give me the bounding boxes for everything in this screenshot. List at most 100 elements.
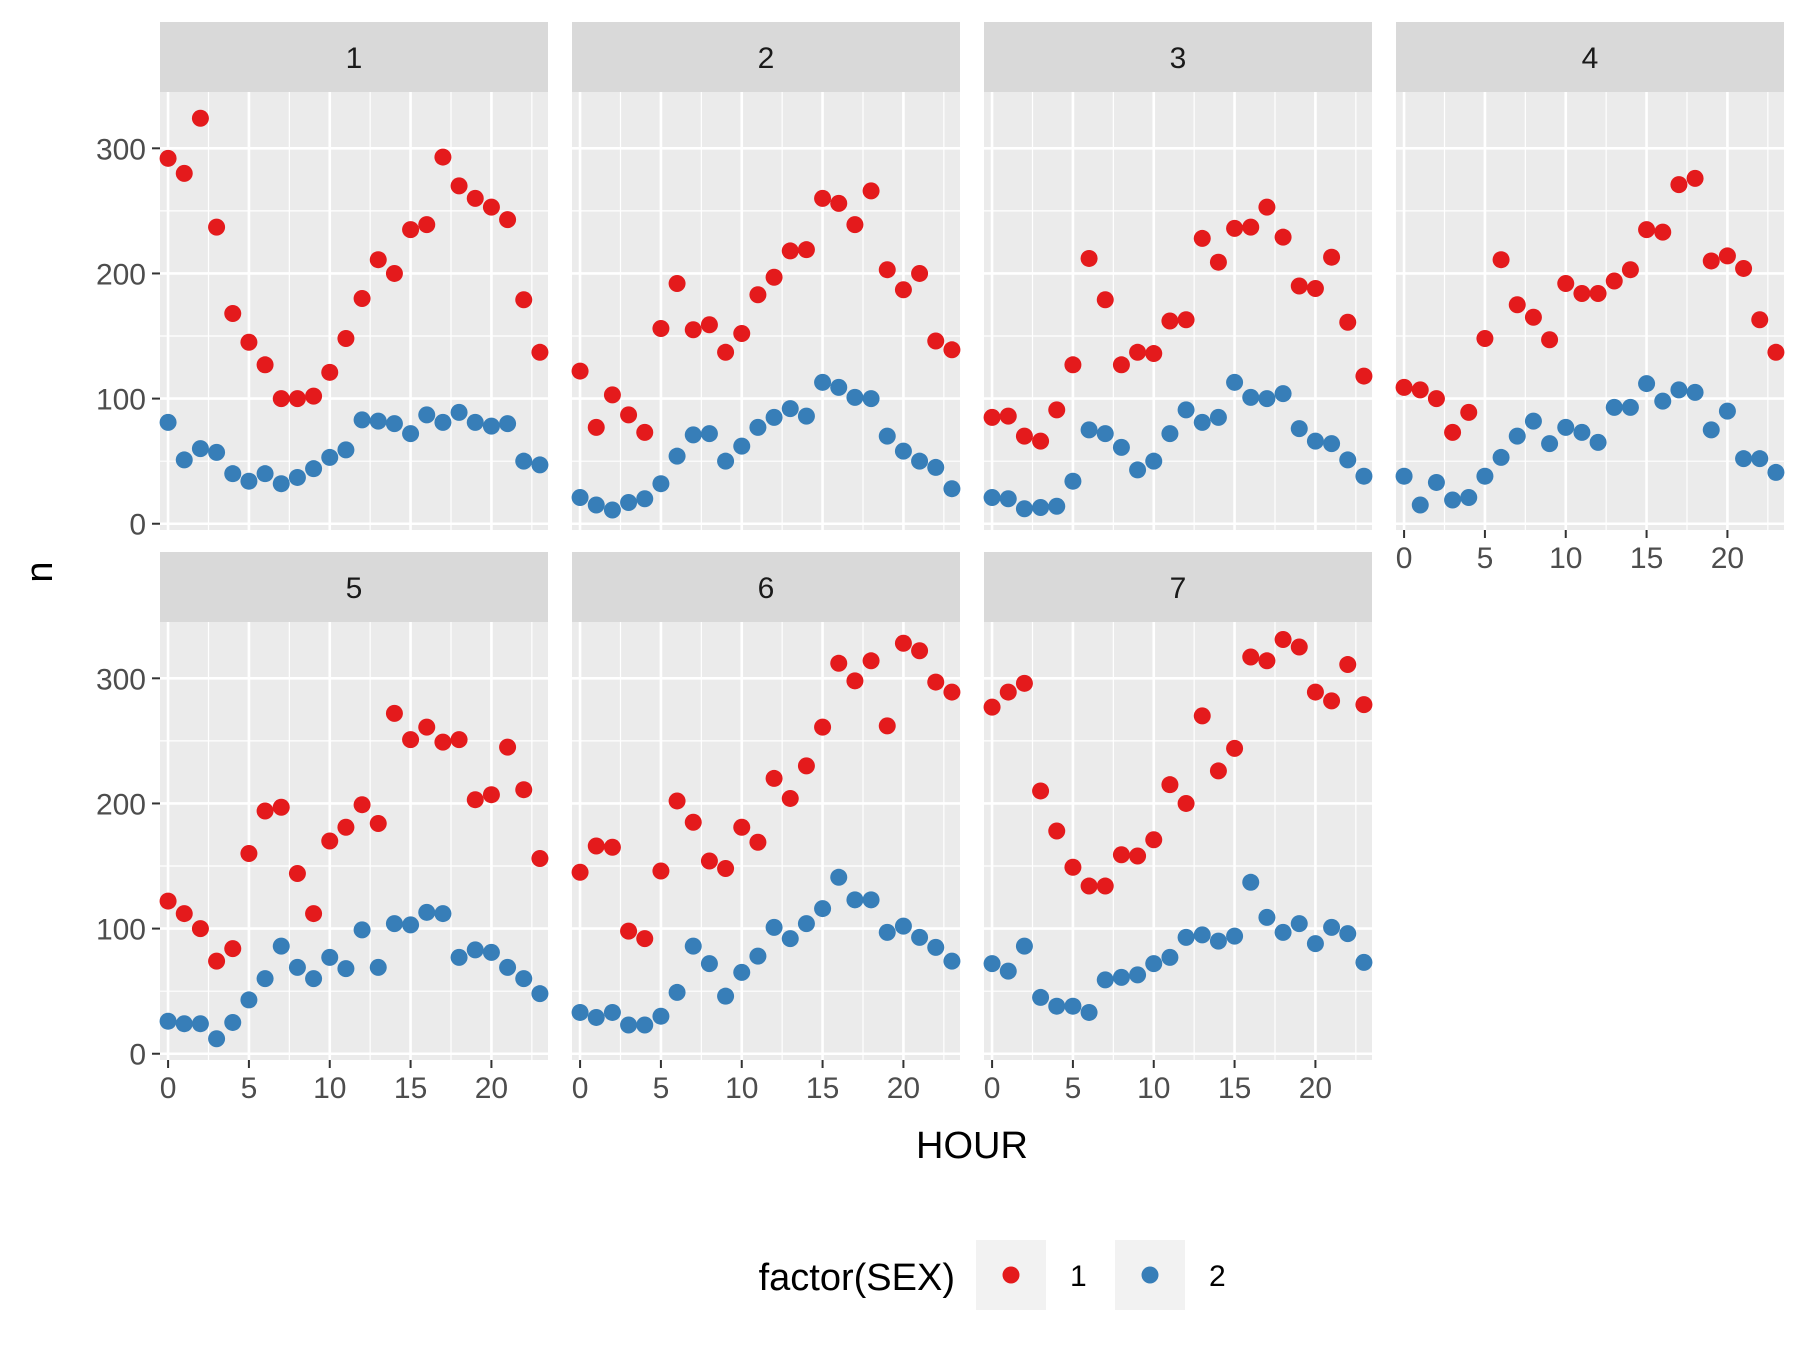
data-point-sex-1 xyxy=(1605,272,1623,290)
data-point-sex-2 xyxy=(571,1003,589,1021)
data-point-sex-1 xyxy=(305,905,323,923)
x-tick-label: 20 xyxy=(1711,542,1744,575)
data-point-sex-2 xyxy=(700,955,718,973)
data-point-sex-2 xyxy=(1686,383,1704,401)
data-point-sex-2 xyxy=(1145,955,1163,973)
data-point-sex-1 xyxy=(1226,739,1244,757)
data-point-sex-1 xyxy=(830,194,848,212)
x-tick-label: 20 xyxy=(1299,1072,1332,1105)
data-point-sex-2 xyxy=(1355,467,1373,485)
data-point-sex-2 xyxy=(1339,925,1357,943)
data-point-sex-1 xyxy=(878,261,896,279)
data-point-sex-1 xyxy=(499,738,517,756)
data-point-sex-2 xyxy=(797,915,815,933)
data-point-sex-1 xyxy=(1032,782,1050,800)
y-tick-label: 100 xyxy=(96,914,146,947)
data-point-sex-2 xyxy=(1080,421,1098,439)
data-point-sex-2 xyxy=(571,488,589,506)
data-point-sex-2 xyxy=(353,411,371,429)
data-point-sex-2 xyxy=(1112,438,1130,456)
data-point-sex-1 xyxy=(191,109,209,127)
data-point-sex-2 xyxy=(684,937,702,955)
data-point-sex-2 xyxy=(749,418,767,436)
data-point-sex-2 xyxy=(1177,928,1195,946)
data-point-sex-1 xyxy=(466,189,484,207)
data-point-sex-1 xyxy=(1274,631,1292,649)
data-point-sex-1 xyxy=(208,218,226,236)
data-point-sex-2 xyxy=(620,1016,638,1034)
data-point-sex-1 xyxy=(175,164,193,182)
data-point-sex-2 xyxy=(797,407,815,425)
data-point-sex-1 xyxy=(1015,427,1033,445)
data-point-sex-1 xyxy=(369,814,387,832)
data-point-sex-2 xyxy=(369,958,387,976)
data-point-sex-2 xyxy=(1427,473,1445,491)
data-point-sex-2 xyxy=(402,425,420,443)
x-tick-label: 10 xyxy=(725,1072,758,1105)
data-point-sex-1 xyxy=(369,251,387,269)
data-point-sex-2 xyxy=(1032,988,1050,1006)
data-point-sex-1 xyxy=(531,343,549,361)
data-point-sex-1 xyxy=(272,390,290,408)
data-point-sex-2 xyxy=(717,452,735,470)
data-point-sex-1 xyxy=(587,837,605,855)
data-point-sex-1 xyxy=(1161,776,1179,794)
data-point-sex-2 xyxy=(1161,425,1179,443)
data-point-sex-2 xyxy=(1290,915,1308,933)
x-tick-label: 0 xyxy=(1396,542,1413,575)
data-point-sex-1 xyxy=(434,148,452,166)
data-point-sex-1 xyxy=(385,264,403,282)
data-point-sex-1 xyxy=(450,731,468,749)
data-point-sex-1 xyxy=(878,717,896,735)
data-point-sex-1 xyxy=(353,796,371,814)
data-point-sex-1 xyxy=(983,698,1001,716)
facet-panel-1: 1 0 100 200 300 xyxy=(96,22,549,542)
data-point-sex-2 xyxy=(733,963,751,981)
data-point-sex-1 xyxy=(1427,390,1445,408)
data-point-sex-1 xyxy=(1258,652,1276,670)
data-point-sex-2 xyxy=(1524,412,1542,430)
data-point-sex-2 xyxy=(620,493,638,511)
data-point-sex-1 xyxy=(1193,707,1211,725)
data-point-sex-1 xyxy=(571,362,589,380)
data-point-sex-1 xyxy=(1323,692,1341,710)
data-point-sex-2 xyxy=(781,400,799,418)
data-point-sex-1 xyxy=(765,268,783,286)
data-point-sex-1 xyxy=(846,216,864,234)
panel-background xyxy=(572,92,960,530)
data-point-sex-1 xyxy=(288,390,306,408)
data-point-sex-2 xyxy=(385,415,403,433)
facet-strip xyxy=(160,22,548,92)
data-point-sex-2 xyxy=(1290,420,1308,438)
data-point-sex-2 xyxy=(1193,926,1211,944)
x-tick-label: 20 xyxy=(887,1072,920,1105)
data-point-sex-1 xyxy=(830,654,848,672)
data-point-sex-1 xyxy=(620,922,638,940)
facet-strip xyxy=(984,552,1372,622)
data-point-sex-2 xyxy=(353,921,371,939)
data-point-sex-1 xyxy=(353,289,371,307)
data-point-sex-2 xyxy=(482,943,500,961)
data-point-sex-1 xyxy=(1702,252,1720,270)
facet-strip xyxy=(572,552,960,622)
data-point-sex-2 xyxy=(781,930,799,948)
data-point-sex-1 xyxy=(402,731,420,749)
data-point-sex-1 xyxy=(1129,847,1147,865)
legend-label: 2 xyxy=(1209,1260,1226,1293)
data-point-sex-1 xyxy=(999,407,1017,425)
x-tick-label: 10 xyxy=(1137,1072,1170,1105)
data-point-sex-1 xyxy=(1274,228,1292,246)
data-point-sex-2 xyxy=(175,451,193,469)
data-point-sex-2 xyxy=(668,447,686,465)
facet-strip-label: 5 xyxy=(346,572,363,605)
panel-background xyxy=(1396,92,1784,530)
x-tick-label: 0 xyxy=(572,1072,589,1105)
data-point-sex-2 xyxy=(1323,435,1341,453)
x-tick-label: 0 xyxy=(160,1072,177,1105)
data-point-sex-2 xyxy=(927,938,945,956)
data-point-sex-1 xyxy=(700,852,718,870)
facet-panel-6: 6 0 5 10 15 20 xyxy=(571,552,961,1105)
data-point-sex-2 xyxy=(846,388,864,406)
